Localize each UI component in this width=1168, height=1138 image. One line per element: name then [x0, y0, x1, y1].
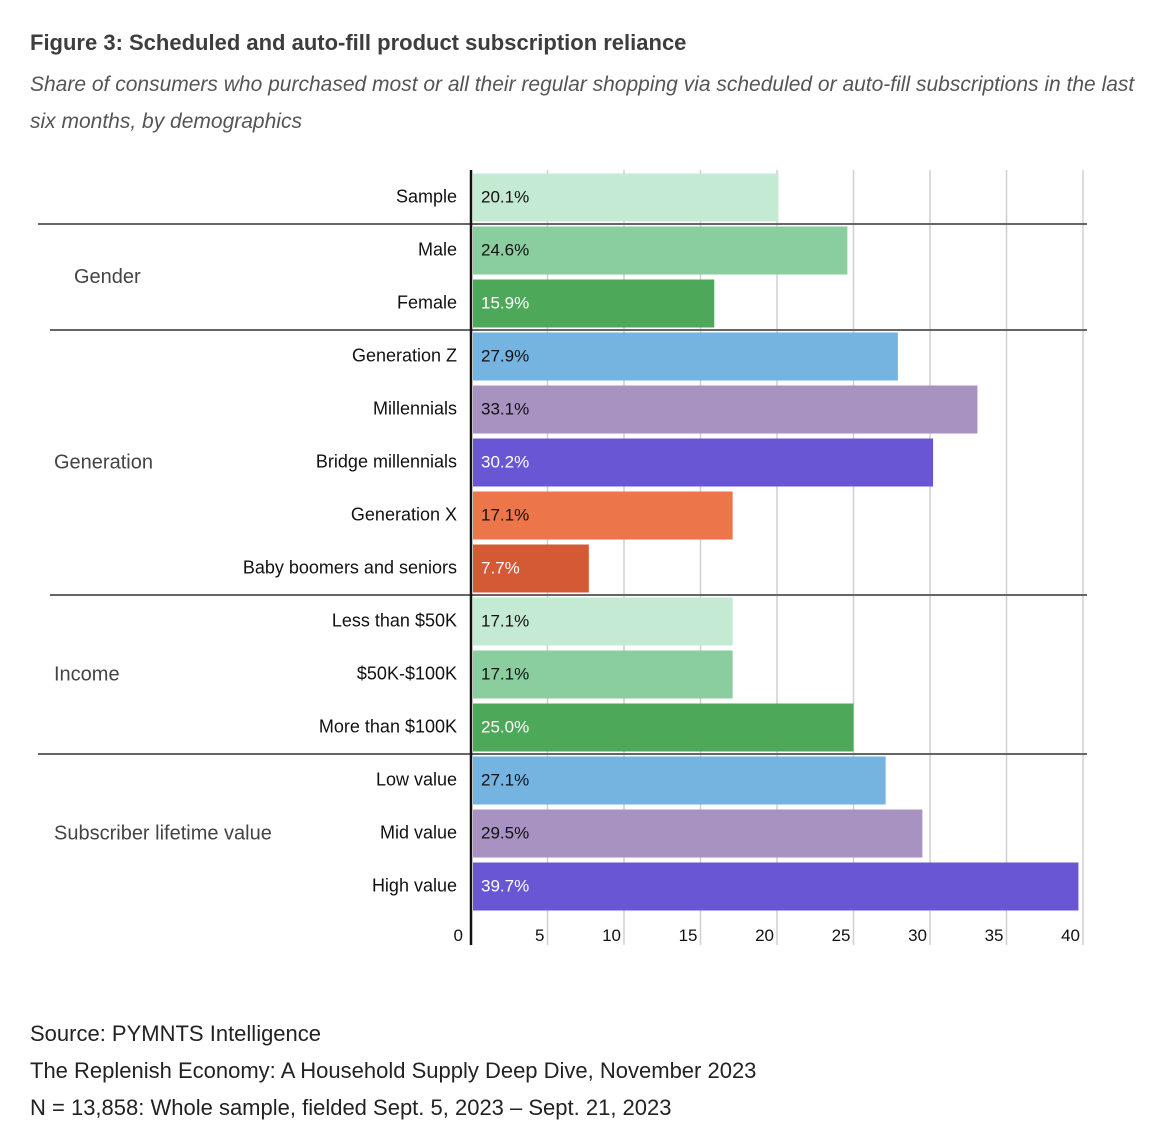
- bar: [473, 756, 886, 805]
- source-line: Source: PYMNTS Intelligence: [30, 1021, 322, 1046]
- source-notes: Source: PYMNTS Intelligence The Replenis…: [30, 1015, 756, 1126]
- bar: [473, 544, 589, 593]
- category-label: Bridge millennials: [316, 452, 457, 472]
- category-label: More than $100K: [319, 717, 457, 737]
- x-tick-label: 0: [454, 926, 463, 945]
- bar: [473, 491, 733, 540]
- group-labels: Gender Generation Income Subscriber lifetim…: [54, 266, 272, 845]
- x-tick-label: 30: [908, 926, 927, 945]
- group-label: Income: [54, 664, 120, 686]
- x-tick-label: 40: [1061, 926, 1080, 945]
- x-tick-label: 35: [985, 926, 1004, 945]
- bars: 20.1% 24.6% 15.9% 27.9% 33.1% 30.2% 17.1% 7.7% 1…: [473, 173, 1079, 911]
- x-tick-label: 10: [602, 926, 621, 945]
- category-label: Sample: [396, 187, 457, 207]
- category-label: Generation Z: [352, 346, 457, 366]
- x-axis-ticks: 0 5 10 15 20 25 30 35 40: [454, 926, 1080, 945]
- category-label: Millennials: [373, 399, 457, 419]
- report-line: The Replenish Economy: A Household Suppl…: [30, 1058, 757, 1083]
- bar: [473, 173, 779, 222]
- bar: [473, 862, 1079, 911]
- bar: [473, 226, 848, 275]
- bar-value-label: 27.9%: [481, 347, 529, 366]
- bar-value-label: 17.1%: [481, 506, 529, 525]
- sample-line: N = 13,858: Whole sample, fielded Sept. …: [30, 1095, 672, 1120]
- group-label: Gender: [74, 266, 141, 288]
- bar: [473, 332, 898, 381]
- bar: [473, 385, 978, 434]
- category-label: Baby boomers and seniors: [243, 558, 457, 578]
- x-tick-label: 25: [832, 926, 851, 945]
- bar-value-label: 39.7%: [481, 877, 529, 896]
- bar: [473, 650, 733, 699]
- category-labels: Sample Male Female Generation Z Millennials B…: [243, 187, 457, 896]
- bar-value-label: 33.1%: [481, 400, 529, 419]
- category-label: Less than $50K: [332, 611, 457, 631]
- bar: [473, 809, 923, 858]
- category-label: Generation X: [351, 505, 457, 525]
- group-separators: [38, 223, 1087, 755]
- bar-value-label: 20.1%: [481, 188, 529, 207]
- bar: [473, 279, 715, 328]
- category-label: High value: [372, 876, 457, 896]
- x-tick-label: 5: [535, 926, 544, 945]
- bar: [473, 438, 934, 487]
- group-label: Generation: [54, 452, 153, 474]
- group-label: Subscriber lifetime value: [54, 823, 272, 845]
- bar-value-label: 17.1%: [481, 665, 529, 684]
- chart-title: Figure 3: Scheduled and auto-fill produc…: [30, 30, 687, 55]
- category-label: $50K-$100K: [357, 664, 457, 684]
- category-label: Mid value: [380, 823, 457, 843]
- bar-value-label: 7.7%: [481, 559, 520, 578]
- bar: [473, 597, 733, 646]
- bar-chart: 20.1% 24.6% 15.9% 27.9% 33.1% 30.2% 17.1% 7.7% 1…: [38, 170, 1087, 945]
- category-label: Male: [418, 240, 457, 260]
- bar-value-label: 24.6%: [481, 241, 529, 260]
- bar-value-label: 30.2%: [481, 453, 529, 472]
- bar: [473, 703, 854, 752]
- category-label: Female: [397, 293, 457, 313]
- chart-subtitle: Share of consumers who purchased most or…: [30, 73, 1135, 133]
- bar-value-label: 27.1%: [481, 771, 529, 790]
- category-label: Low value: [376, 770, 457, 790]
- bar-value-label: 25.0%: [481, 718, 529, 737]
- bar-value-label: 29.5%: [481, 824, 529, 843]
- x-tick-label: 15: [679, 926, 698, 945]
- bar-value-label: 15.9%: [481, 294, 529, 313]
- bar-value-label: 17.1%: [481, 612, 529, 631]
- x-tick-label: 20: [755, 926, 774, 945]
